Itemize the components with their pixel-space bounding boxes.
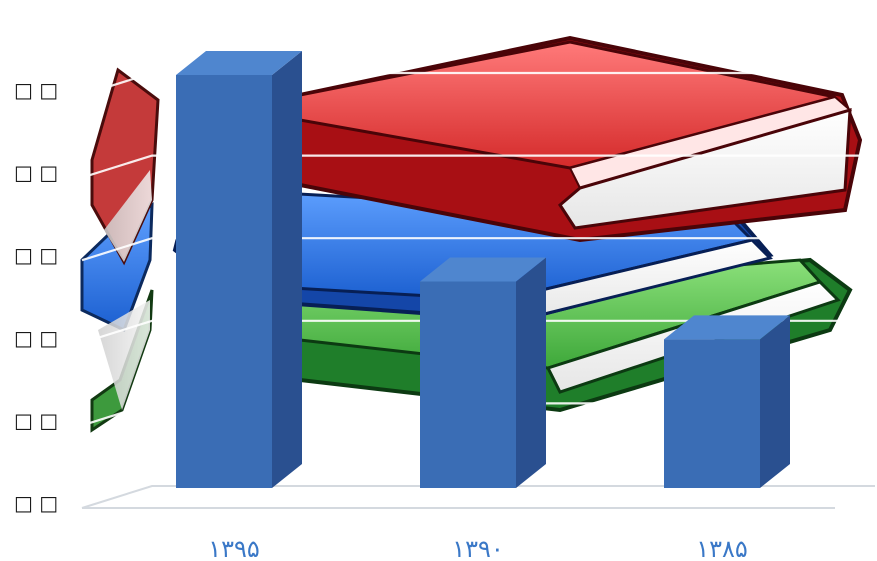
y-tick-label: □ □: [14, 243, 58, 267]
bar: [664, 315, 790, 488]
gridline: [81, 154, 875, 179]
gridlines: [81, 71, 875, 509]
x-tick-label: ۱۳۹۵: [208, 535, 260, 561]
y-tick-label: □ □: [14, 161, 58, 185]
y-tick-label: □ □: [14, 491, 58, 515]
bars: [176, 51, 790, 488]
x-tick-label: ۱۳۹۰: [452, 535, 504, 561]
y-tick-labels: □ □ □ □ □ □ □ □ □ □ □ □: [14, 78, 58, 515]
gridline: [81, 71, 875, 97]
gridline: [81, 319, 875, 344]
y-tick-label: □ □: [14, 326, 58, 350]
y-tick-label: □ □: [14, 78, 58, 102]
y-tick-label: □ □: [14, 408, 58, 432]
x-tick-labels: ۱۳۹۵ ۱۳۹۰ ۱۳۸۵: [208, 535, 748, 561]
x-tick-label: ۱۳۸۵: [696, 535, 748, 561]
bar: [176, 51, 302, 488]
gridline: [81, 485, 875, 509]
gridline: [81, 402, 875, 427]
gridline: [81, 237, 875, 262]
bar: [420, 257, 546, 488]
